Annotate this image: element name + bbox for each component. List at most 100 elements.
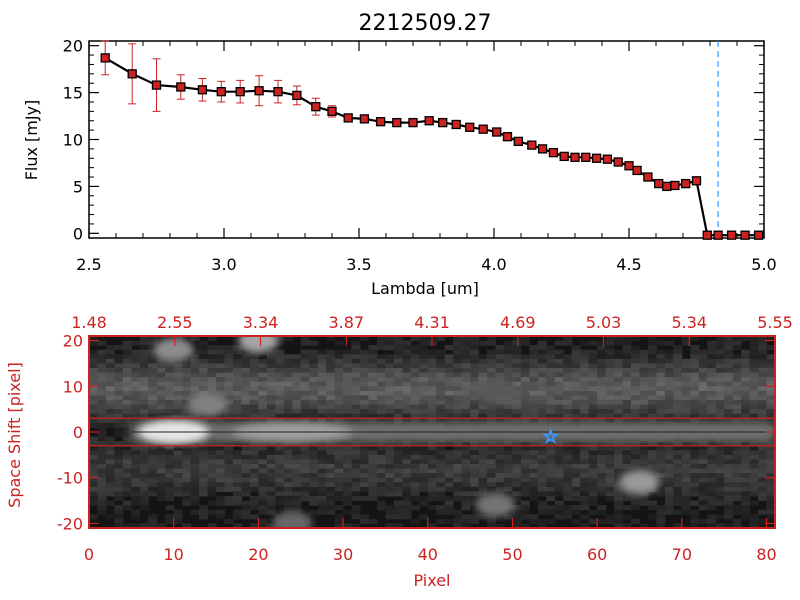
image-pixel	[131, 363, 141, 369]
image-pixel	[402, 395, 412, 401]
image-pixel	[546, 445, 556, 451]
image-pixel	[326, 441, 336, 447]
image-pixel	[326, 386, 336, 392]
image-pixel	[478, 482, 488, 488]
image-pixel	[487, 486, 496, 492]
image-pixel	[605, 358, 615, 364]
image-pixel	[648, 395, 657, 401]
spectrum-y-tick-label: 10	[63, 131, 83, 150]
image-pixel	[715, 345, 725, 351]
image-pixel	[749, 354, 759, 360]
image-pixel	[622, 395, 632, 401]
image-pixel	[317, 454, 327, 460]
image-pixel	[216, 450, 225, 456]
image-pixel	[453, 368, 463, 374]
image-pixel	[656, 409, 666, 415]
image-pixel	[588, 404, 598, 410]
image-pixel	[614, 390, 624, 396]
image-pixel	[114, 509, 124, 515]
image-pixel	[139, 390, 149, 396]
image-pixel	[377, 345, 386, 351]
image-pixel	[622, 459, 632, 465]
image-pixel	[495, 354, 505, 360]
image-pixel	[529, 477, 539, 483]
image-pixel	[343, 358, 353, 364]
image-pixel	[258, 468, 268, 474]
image-pixel	[326, 363, 336, 369]
image-pixel	[664, 372, 674, 378]
image-pixel	[673, 354, 683, 360]
image-pixel	[758, 468, 768, 474]
image-pixel	[715, 400, 725, 406]
image-pixel	[537, 377, 547, 383]
image-pixel	[182, 404, 192, 410]
image-pixel	[597, 486, 607, 492]
image-pixel	[114, 464, 124, 470]
image-pixel	[410, 482, 420, 488]
image-pixel	[165, 368, 175, 374]
image-pixel	[249, 486, 259, 492]
image-pixel	[537, 349, 547, 355]
image-pixel	[732, 372, 742, 378]
image-pixel	[249, 418, 259, 424]
image-pixel	[131, 381, 141, 387]
image-pixel	[89, 445, 98, 451]
image-pixel	[707, 477, 717, 483]
image-pixel	[275, 340, 285, 346]
image-pixel	[360, 386, 369, 392]
image-pixel	[309, 496, 319, 502]
image-pixel	[504, 468, 513, 474]
spectrum-y-tick-label: 15	[63, 84, 83, 103]
image-pixel	[648, 409, 657, 415]
image-pixel	[351, 464, 361, 470]
image-pixel	[148, 354, 158, 360]
image-pixel	[173, 514, 183, 520]
image-pixel	[673, 390, 683, 396]
image-pixel	[766, 395, 775, 401]
image-pixel	[487, 368, 496, 374]
image-pixel	[300, 381, 310, 387]
image-pixel	[563, 477, 573, 483]
image-pixel	[529, 514, 539, 520]
image-pixel	[631, 450, 640, 456]
data-point	[216, 87, 226, 97]
image-pixel	[436, 518, 446, 524]
image-pixel	[258, 450, 268, 456]
image-pixel	[258, 496, 268, 502]
image-pixel	[114, 368, 124, 374]
image-pixel	[537, 445, 547, 451]
image-pixel	[656, 450, 666, 456]
image-pixel	[249, 445, 259, 451]
image-pixel	[334, 441, 344, 447]
image-pixel	[681, 473, 691, 479]
image-pixel	[139, 477, 149, 483]
image-pixel	[122, 477, 132, 483]
image-pixel	[605, 340, 615, 346]
image-pixel	[233, 363, 242, 369]
image-pixel	[241, 409, 251, 415]
image-pixel	[563, 368, 573, 374]
image-pixel	[453, 468, 463, 474]
image-pixel	[495, 473, 505, 479]
image-pixel	[622, 381, 632, 387]
image-pixel	[199, 473, 209, 479]
image-pixel	[334, 505, 344, 511]
image-pixel	[470, 395, 480, 401]
image-pixel	[105, 354, 115, 360]
image-pixel	[537, 345, 547, 351]
image-pixel	[410, 404, 420, 410]
image-pixel	[580, 486, 590, 492]
image-pixel	[105, 418, 115, 424]
image-pixel	[681, 482, 691, 488]
image-pixel	[105, 441, 115, 447]
image-pixel	[664, 445, 674, 451]
image-pixel	[520, 445, 530, 451]
image-pixel	[419, 477, 429, 483]
image-pixel	[393, 368, 403, 374]
image-pixel	[377, 468, 386, 474]
image-pixel	[504, 413, 513, 419]
image-pixel	[605, 404, 615, 410]
image-pixel	[512, 358, 522, 364]
image-pixel	[97, 363, 107, 369]
image-pixel	[368, 454, 378, 460]
